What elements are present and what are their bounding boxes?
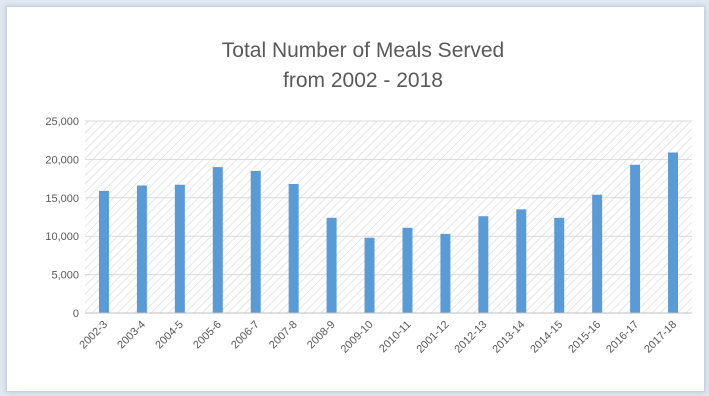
y-tick-label: 10,000 [45, 231, 79, 243]
bar-2004-5 [174, 184, 185, 313]
bar-2017-18 [668, 152, 679, 313]
bar-2003-4 [136, 185, 147, 313]
x-tick-label: 2016-17 [604, 319, 641, 356]
bar-2015-16 [592, 194, 603, 313]
x-tick-label: 2009-10 [339, 319, 376, 356]
x-tick-label: 2015-16 [566, 319, 603, 356]
y-tick-label: 15,000 [45, 193, 79, 205]
x-tick-label: 2010-11 [377, 319, 413, 355]
y-tick-label: 0 [73, 308, 79, 320]
bar-2012-13 [478, 216, 489, 313]
bar-2006-7 [250, 170, 261, 313]
x-tick-label: 2012-13 [452, 319, 489, 356]
x-tick-label: 2008-9 [305, 319, 338, 352]
y-tick-label: 20,000 [45, 154, 79, 166]
x-tick-label: 2001-12 [414, 319, 451, 356]
x-tick-label: 2017-18 [642, 319, 679, 356]
bar-2014-15 [554, 217, 565, 313]
bar-2013-14 [516, 209, 527, 313]
plot-area [85, 121, 692, 313]
x-tick-label: 2014-15 [528, 319, 565, 356]
bar-2007-8 [288, 183, 299, 313]
x-tick-label: 2007-8 [267, 319, 300, 352]
bar-chart: Total Number of Meals Served from 2002 -… [45, 39, 692, 356]
x-tick-label: 2013-14 [490, 319, 527, 356]
y-tick-label: 5,000 [51, 270, 79, 282]
bar-2010-11 [402, 227, 413, 313]
y-tick-label: 25,000 [45, 116, 79, 128]
y-axis-ticks: 0 5,000 10,000 15,000 20,000 25,000 [45, 116, 79, 320]
bar-2008-9 [326, 217, 337, 313]
bar-2002-3 [98, 190, 109, 313]
x-tick-label: 2003-4 [115, 319, 148, 352]
x-tick-label: 2004-5 [153, 319, 186, 352]
x-tick-label: 2006-7 [229, 319, 262, 352]
x-tick-label: 2002-3 [77, 319, 110, 352]
bar-2016-17 [630, 164, 641, 313]
x-axis-ticks: 2002-3 2003-4 2004-5 2005-6 2006-7 2007-8 2008… [77, 319, 679, 356]
bar-2005-6 [212, 167, 223, 313]
bar-2001-12 [440, 233, 451, 313]
chart-title-line-2: from 2002 - 2018 [283, 69, 443, 92]
bar-2009-10 [364, 237, 375, 313]
bars [98, 152, 679, 313]
x-tick-label: 2005-6 [191, 319, 224, 352]
chart-card: Total Number of Meals Served from 2002 -… [6, 6, 705, 392]
chart-title-line-1: Total Number of Meals Served [222, 39, 504, 62]
